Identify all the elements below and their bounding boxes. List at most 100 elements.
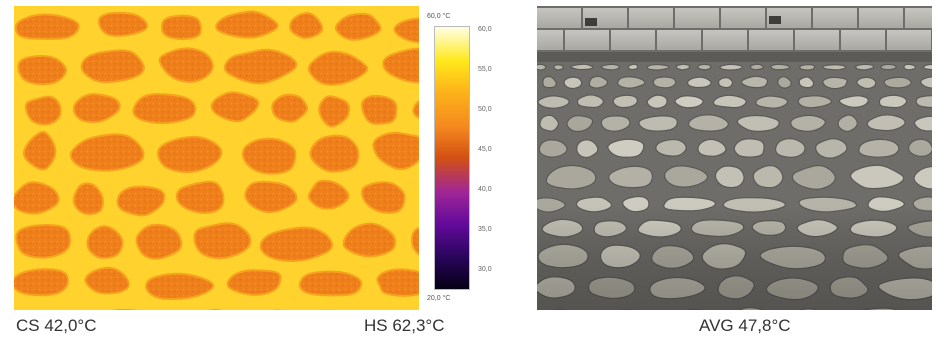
- sidewalk-slab: [813, 8, 857, 28]
- cobblestone: [608, 165, 654, 189]
- cobblestone: [922, 63, 932, 71]
- cobblestone: [663, 165, 709, 188]
- thermal-stone: [342, 222, 397, 258]
- cobblestone: [850, 164, 905, 190]
- cobblestone: [538, 139, 568, 158]
- scale-tick-label: 35,0: [478, 226, 492, 233]
- cobblestone: [883, 76, 912, 89]
- thermal-stone: [382, 47, 419, 84]
- cobblestone: [712, 94, 747, 109]
- cobblestone: [755, 95, 789, 109]
- cobblestone: [814, 138, 848, 159]
- cobblestone: [838, 95, 869, 108]
- cobblestone: [566, 115, 594, 133]
- cobblestone: [687, 114, 729, 132]
- thermal-stone: [360, 181, 406, 214]
- sidewalk-slab: [537, 30, 563, 50]
- thermal-stone: [393, 17, 419, 44]
- cobblestone: [627, 63, 639, 71]
- cobblestone: [569, 63, 594, 71]
- thermal-stone: [132, 93, 197, 125]
- sidewalk-slab: [565, 30, 609, 50]
- cobblestone: [915, 95, 932, 109]
- cobblestone: [798, 76, 815, 89]
- cobblestone: [600, 63, 620, 71]
- scale-tick-label: 60,0: [478, 26, 492, 33]
- sidewalk-slab: [721, 8, 765, 28]
- thermal-stone: [158, 47, 214, 83]
- cobblestone: [774, 138, 806, 158]
- scale-tick-label: 55,0: [478, 66, 492, 73]
- thermal-stone: [307, 50, 369, 86]
- thermal-stone: [72, 182, 104, 216]
- cobblestone: [866, 114, 906, 132]
- thermal-stone: [223, 48, 298, 85]
- scale-tick-label: 30,0: [478, 266, 492, 273]
- thermal-stone: [241, 137, 297, 175]
- thermal-stone: [80, 49, 145, 84]
- drain-grate: [585, 18, 597, 26]
- cobblestone: [903, 63, 917, 71]
- temperature-color-scale: [434, 26, 470, 290]
- thermal-stone: [160, 14, 202, 41]
- cobblestone: [749, 63, 764, 71]
- thermal-stone: [259, 226, 333, 262]
- cobblestone: [576, 139, 599, 159]
- sidewalk-slab: [611, 30, 655, 50]
- thermal-stone: [271, 93, 309, 123]
- scale-tick-label: 40,0: [478, 186, 492, 193]
- thermal-stone: [226, 269, 282, 296]
- cobblestone: [797, 95, 833, 109]
- cobblestone-pavement-photo: [537, 6, 932, 310]
- thermal-stone: [84, 266, 130, 295]
- cobblestone: [646, 63, 670, 71]
- thermal-image: [14, 6, 419, 310]
- cobblestone: [617, 76, 646, 89]
- cobblestone: [736, 114, 780, 132]
- cobblestone: [822, 64, 847, 71]
- pavement-photo: [537, 6, 932, 310]
- cobblestone: [537, 95, 570, 109]
- thermal-stone: [410, 226, 419, 256]
- thermal-stone: [72, 93, 121, 124]
- scale-max-label: 60,0 °C: [427, 13, 451, 20]
- cobblestone: [607, 138, 645, 158]
- thermal-stone: [145, 272, 215, 301]
- cobblestone: [907, 138, 932, 157]
- sidewalk-slab: [887, 30, 931, 50]
- thermal-stone: [86, 225, 124, 260]
- average-temperature-caption: AVG 47,8°C: [699, 316, 791, 335]
- scale-tick-label: 45,0: [478, 146, 492, 153]
- cobblestone: [858, 138, 900, 158]
- thermal-stone: [244, 180, 298, 214]
- sidewalk-slab: [795, 30, 839, 50]
- cobblestone: [542, 75, 557, 89]
- thermal-stone: [298, 270, 363, 297]
- thermal-stone: [318, 95, 351, 128]
- cobblestone: [539, 114, 560, 132]
- sidewalk-slab: [675, 8, 719, 28]
- cobblestone: [878, 94, 908, 109]
- cobblestone: [717, 77, 734, 89]
- cobblestone: [791, 164, 836, 190]
- cobblestone: [563, 76, 583, 90]
- cobblestone: [856, 76, 877, 90]
- sidewalk-slab: [703, 30, 747, 50]
- cobblestone: [799, 64, 816, 71]
- cobblestone: [777, 76, 792, 89]
- thermal-stone: [157, 135, 223, 174]
- cobblestone: [920, 76, 932, 89]
- thermal-stone: [15, 224, 72, 259]
- thermal-stone: [289, 12, 324, 39]
- cobblestone: [686, 76, 712, 89]
- cobblestone: [674, 95, 704, 109]
- drain-grate: [769, 16, 781, 24]
- thermal-image-canvas: [14, 6, 419, 310]
- cobblestone: [646, 94, 668, 109]
- sidewalk-slab: [629, 8, 673, 28]
- cobblestone: [913, 165, 932, 190]
- thermal-stone: [22, 130, 57, 171]
- cobblestone: [880, 63, 897, 71]
- cobblestone: [770, 63, 791, 71]
- thermal-stone: [372, 131, 419, 171]
